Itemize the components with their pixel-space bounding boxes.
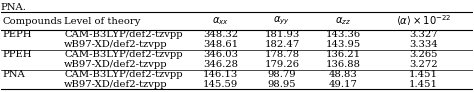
Text: 136.88: 136.88 — [326, 60, 361, 69]
Text: wB97-XD/def2-tzvpp: wB97-XD/def2-tzvpp — [64, 80, 168, 89]
Text: 1.451: 1.451 — [409, 80, 438, 89]
Text: 3.327: 3.327 — [410, 30, 438, 39]
Text: 346.03: 346.03 — [203, 50, 238, 59]
Text: CAM-B3LYP/def2-tzvpp: CAM-B3LYP/def2-tzvpp — [64, 70, 182, 79]
Text: 3.272: 3.272 — [410, 60, 438, 69]
Text: 346.28: 346.28 — [203, 60, 238, 69]
Text: PNA: PNA — [2, 70, 25, 79]
Text: 48.83: 48.83 — [329, 70, 358, 79]
Text: PPEH: PPEH — [2, 50, 32, 59]
Text: 49.17: 49.17 — [329, 80, 358, 89]
Text: 182.47: 182.47 — [264, 40, 300, 49]
Text: Level of theory: Level of theory — [64, 17, 140, 26]
Text: Compounds: Compounds — [2, 17, 63, 26]
Text: 98.95: 98.95 — [268, 80, 296, 89]
Text: 98.79: 98.79 — [268, 70, 296, 79]
Text: 348.32: 348.32 — [203, 30, 238, 39]
Text: wB97-XD/def2-tzvpp: wB97-XD/def2-tzvpp — [64, 40, 168, 49]
Text: $\alpha_{xx}$: $\alpha_{xx}$ — [212, 15, 229, 27]
Text: CAM-B3LYP/def2-tzvpp: CAM-B3LYP/def2-tzvpp — [64, 50, 182, 59]
Text: 3.334: 3.334 — [410, 40, 438, 49]
Text: 3.265: 3.265 — [410, 50, 438, 59]
Text: 348.61: 348.61 — [203, 40, 238, 49]
Text: 179.26: 179.26 — [264, 60, 300, 69]
Text: 136.21: 136.21 — [326, 50, 361, 59]
Text: PNA.: PNA. — [0, 2, 27, 12]
Text: 143.36: 143.36 — [326, 30, 361, 39]
Text: $\langle\alpha\rangle \times 10^{-22}$: $\langle\alpha\rangle \times 10^{-22}$ — [396, 14, 451, 29]
Text: PEPH: PEPH — [2, 30, 32, 39]
Text: wB97-XD/def2-tzvpp: wB97-XD/def2-tzvpp — [64, 60, 168, 69]
Text: 1.451: 1.451 — [409, 70, 438, 79]
Text: $\alpha_{yy}$: $\alpha_{yy}$ — [273, 15, 291, 27]
Text: 178.78: 178.78 — [264, 50, 300, 59]
Text: 145.59: 145.59 — [203, 80, 238, 89]
Text: 143.95: 143.95 — [326, 40, 361, 49]
Text: 146.13: 146.13 — [203, 70, 238, 79]
Text: 181.93: 181.93 — [264, 30, 300, 39]
Text: $\alpha_{zz}$: $\alpha_{zz}$ — [335, 15, 351, 27]
Text: CAM-B3LYP/def2-tzvpp: CAM-B3LYP/def2-tzvpp — [64, 30, 182, 39]
